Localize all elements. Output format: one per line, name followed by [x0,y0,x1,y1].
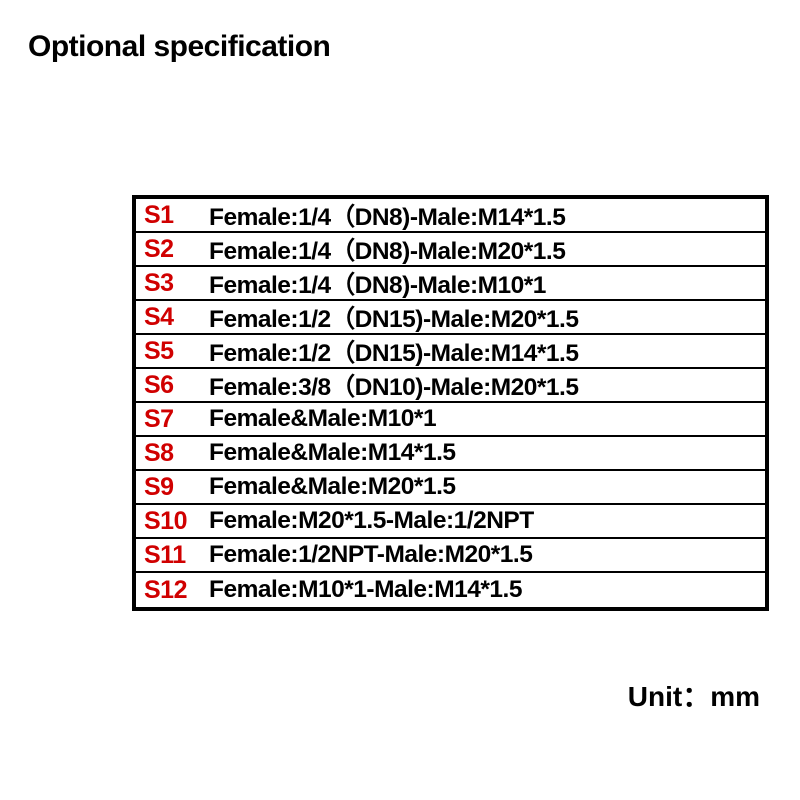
spec-code: S8 [144,439,209,468]
spec-description: Female&Male:M10*1 [209,405,436,433]
spec-description: Female:1/4（DN8)-Male:M10*1 [209,266,546,301]
table-row: S8Female&Male:M14*1.5 [136,437,765,471]
table-row: S7Female&Male:M10*1 [136,403,765,437]
spec-code: S11 [144,541,209,570]
table-row: S9Female&Male:M20*1.5 [136,471,765,505]
spec-code: S9 [144,473,209,502]
spec-code: S5 [144,337,209,366]
spec-description: Female:1/2（DN15)-Male:M20*1.5 [209,300,579,335]
spec-description: Female:1/4（DN8)-Male:M20*1.5 [209,232,565,267]
spec-code: S7 [144,405,209,434]
unit-label: Unit：mm [628,675,760,715]
spec-description: Female&Male:M14*1.5 [209,439,456,467]
page-title: Optional specification [28,30,330,64]
table-row: S10Female:M20*1.5-Male:1/2NPT [136,505,765,539]
spec-description: Female:1/2NPT-Male:M20*1.5 [209,541,532,569]
spec-description: Female&Male:M20*1.5 [209,473,456,501]
spec-code: S3 [144,269,209,298]
spec-description: Female:1/4（DN8)-Male:M14*1.5 [209,198,565,233]
specification-table: S1Female:1/4（DN8)-Male:M14*1.5S2Female:1… [132,195,769,611]
spec-description: Female:3/8（DN10)-Male:M20*1.5 [209,368,579,403]
table-row: S3Female:1/4（DN8)-Male:M10*1 [136,267,765,301]
spec-code: S12 [144,576,209,605]
spec-description: Female:M10*1-Male:M14*1.5 [209,576,522,604]
spec-description: Female:1/2（DN15)-Male:M14*1.5 [209,334,579,369]
table-row: S6Female:3/8（DN10)-Male:M20*1.5 [136,369,765,403]
table-row: S5Female:1/2（DN15)-Male:M14*1.5 [136,335,765,369]
table-row: S4Female:1/2（DN15)-Male:M20*1.5 [136,301,765,335]
table-row: S2Female:1/4（DN8)-Male:M20*1.5 [136,233,765,267]
table-row: S1Female:1/4（DN8)-Male:M14*1.5 [136,199,765,233]
spec-code: S6 [144,371,209,400]
spec-code: S1 [144,201,209,230]
table-row: S12Female:M10*1-Male:M14*1.5 [136,573,765,607]
spec-code: S10 [144,507,209,536]
table-row: S11Female:1/2NPT-Male:M20*1.5 [136,539,765,573]
spec-code: S4 [144,303,209,332]
spec-description: Female:M20*1.5-Male:1/2NPT [209,507,534,535]
spec-code: S2 [144,235,209,264]
